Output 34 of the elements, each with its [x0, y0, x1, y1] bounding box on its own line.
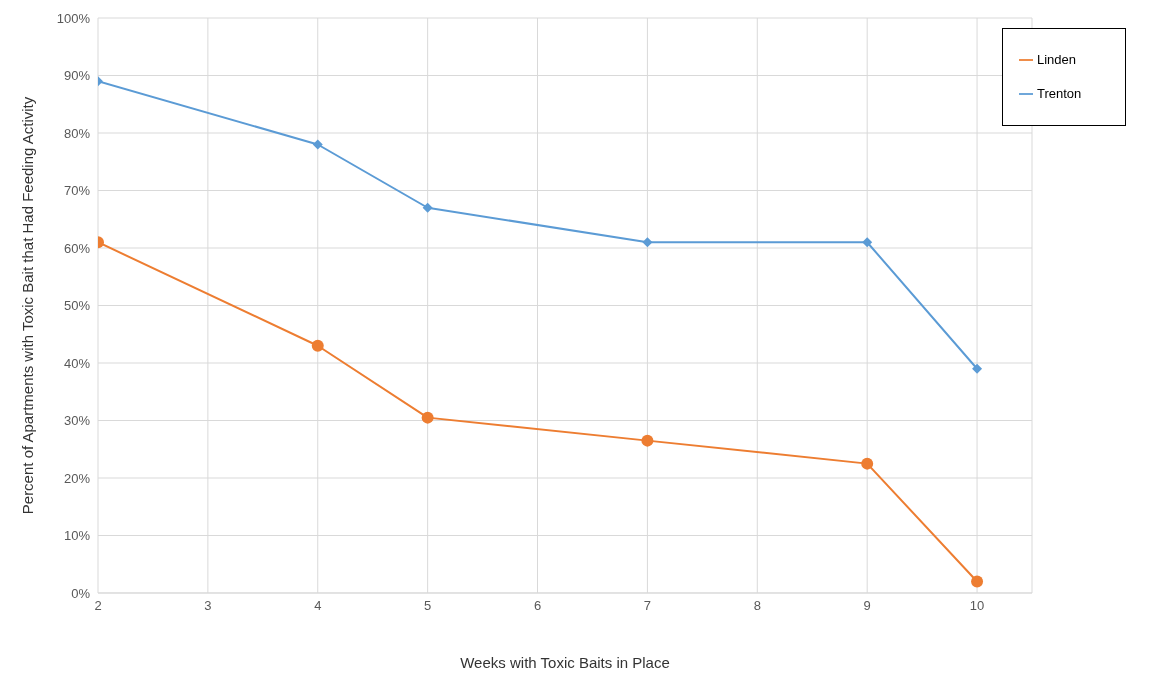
y-axis-title: Percent of Apartments with Toxic Bait that Had Feeding Activity [19, 96, 37, 515]
x-tick-label: 10 [969, 598, 985, 614]
point [312, 139, 323, 150]
y-tick-label: 60% [63, 240, 91, 256]
point [972, 363, 983, 374]
x-tick-label: 4 [314, 598, 322, 614]
y-tick-label: 30% [63, 413, 91, 429]
x-tick-label: 7 [643, 598, 652, 614]
point [642, 237, 653, 248]
point [971, 575, 984, 588]
legend-label: Trenton [1037, 86, 1082, 101]
point [311, 339, 324, 352]
y-tick-label: 70% [63, 183, 91, 199]
y-tick-label: 10% [63, 528, 91, 544]
point [641, 434, 654, 447]
y-tick-label: 80% [63, 125, 91, 141]
x-tick-label: 8 [753, 598, 761, 614]
y-tick-label: 90% [63, 68, 91, 84]
x-tick-label: 9 [863, 598, 871, 614]
y-tick-label: 20% [63, 470, 91, 486]
point [421, 411, 434, 424]
point [862, 237, 873, 248]
point [861, 457, 874, 470]
legend-label: Linden [1037, 52, 1077, 67]
x-tick-label: 6 [533, 598, 542, 614]
point [422, 202, 433, 213]
x-tick-label: 3 [204, 598, 212, 614]
x-tick-label: 2 [94, 598, 102, 614]
y-tick-label: 40% [63, 355, 91, 371]
x-tick-label: 5 [424, 598, 432, 614]
y-tick-label: 50% [63, 298, 91, 314]
y-tick-label: 0% [71, 585, 91, 601]
y-tick-label: 100% [56, 10, 91, 26]
x-axis-title: Weeks with Toxic Baits in Place [460, 654, 670, 671]
